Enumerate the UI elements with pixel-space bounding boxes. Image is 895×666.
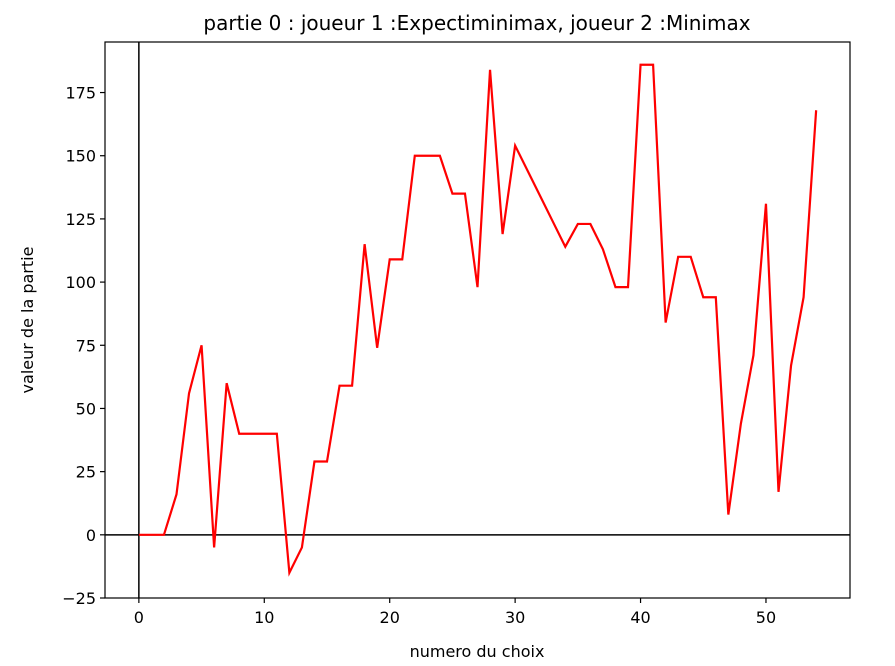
y-tick-label: 75 [76, 336, 96, 355]
x-tick-label: 0 [134, 608, 144, 627]
y-tick-label: 150 [65, 147, 96, 166]
y-axis-label: valeur de la partie [18, 247, 37, 394]
y-tick-label: 125 [65, 210, 96, 229]
series-line-0 [138, 63, 818, 577]
x-tick-label: 50 [756, 608, 776, 627]
x-tick-label: 20 [380, 608, 400, 627]
y-tick-label: 0 [86, 526, 96, 545]
x-tick-label: 10 [254, 608, 274, 627]
x-tick-label: 40 [630, 608, 650, 627]
axes-frame [104, 41, 851, 599]
y-tick-label: 175 [65, 84, 96, 103]
y-axis-ticks: −25 0 25 50 75 100 125 150 175 [62, 84, 105, 608]
series-layer [138, 63, 818, 577]
y-tick-label: −25 [62, 589, 96, 608]
x-axis-label: numero du choix [410, 642, 545, 661]
y-tick-label: 50 [76, 399, 96, 418]
y-tick-label: 25 [76, 463, 96, 482]
chart-title: partie 0 : joueur 1 :Expectiminimax, jou… [203, 11, 750, 35]
x-tick-label: 30 [505, 608, 525, 627]
x-axis-ticks: 0 10 20 30 40 50 [134, 598, 776, 627]
y-tick-label: 100 [65, 273, 96, 292]
reference-lines [105, 42, 850, 598]
